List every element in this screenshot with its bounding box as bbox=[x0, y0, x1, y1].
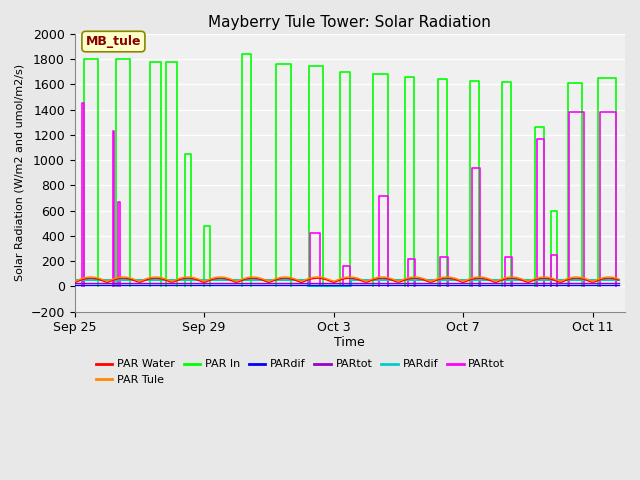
Legend: PAR Water, PAR Tule, PAR In, PARdif, PARtot, PARdif, PARtot: PAR Water, PAR Tule, PAR In, PARdif, PAR… bbox=[92, 355, 509, 389]
Y-axis label: Solar Radiation (W/m2 and umol/m2/s): Solar Radiation (W/m2 and umol/m2/s) bbox=[15, 64, 25, 281]
Title: Mayberry Tule Tower: Solar Radiation: Mayberry Tule Tower: Solar Radiation bbox=[209, 15, 492, 30]
X-axis label: Time: Time bbox=[335, 336, 365, 349]
Text: MB_tule: MB_tule bbox=[86, 35, 141, 48]
